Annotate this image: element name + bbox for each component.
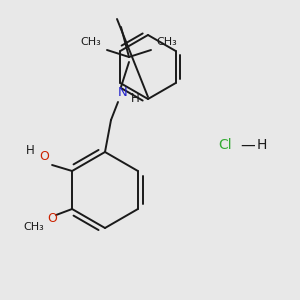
Text: H: H [257, 138, 267, 152]
Text: CH₃: CH₃ [157, 37, 177, 47]
Text: H: H [26, 145, 34, 158]
Text: CH₃: CH₃ [24, 222, 44, 232]
Text: Cl: Cl [218, 138, 232, 152]
Text: H: H [130, 92, 140, 106]
Text: CH₃: CH₃ [81, 37, 101, 47]
Text: O: O [39, 151, 49, 164]
Text: N: N [118, 86, 128, 100]
Text: O: O [47, 212, 57, 226]
Text: —: — [241, 137, 255, 152]
